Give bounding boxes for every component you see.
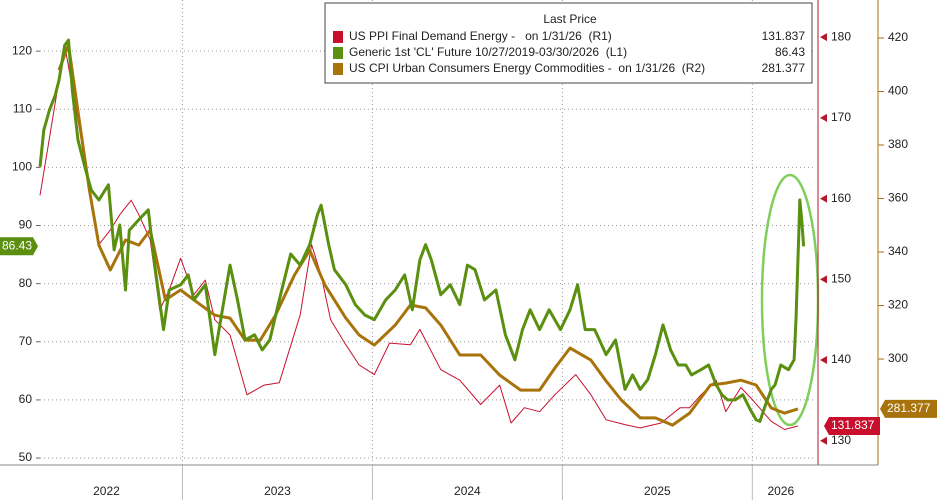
series-line xyxy=(57,43,799,427)
legend-title: Last Price xyxy=(543,12,597,26)
y3-tick-label: 300 xyxy=(888,351,908,365)
last-value-label: 86.43 xyxy=(2,238,32,252)
y2-tick-label: 160 xyxy=(831,191,851,205)
legend-value: 281.377 xyxy=(762,61,806,75)
y-tick-label: 110 xyxy=(13,101,32,115)
y-tick-label: 90 xyxy=(19,218,33,232)
y2-tick-label: 170 xyxy=(831,110,851,124)
y2-tick-label: 130 xyxy=(831,433,851,447)
y-tick-label: 80 xyxy=(19,276,33,290)
y2-tick xyxy=(820,113,827,122)
y2-tick-label: 180 xyxy=(831,29,851,43)
x-tick-label: 2024 xyxy=(454,484,481,498)
series-line xyxy=(38,38,806,423)
y2-tick xyxy=(820,194,827,203)
y3-tick-label: 380 xyxy=(888,137,908,151)
y2-tick xyxy=(820,33,827,42)
y2-tick xyxy=(820,356,827,365)
last-value-label: 281.377 xyxy=(887,401,931,415)
legend-swatch xyxy=(333,31,343,43)
y-tick-label: 60 xyxy=(19,392,33,406)
y-tick-label: 50 xyxy=(19,450,33,464)
last-value-tag xyxy=(880,399,937,418)
y2-tick-label: 150 xyxy=(831,271,851,285)
x-tick-label: 2025 xyxy=(644,484,671,498)
y3-tick-label: 400 xyxy=(888,84,908,98)
legend-swatch xyxy=(333,63,343,75)
y2-tick xyxy=(820,436,827,445)
y3-tick-label: 320 xyxy=(888,298,908,312)
legend-box xyxy=(324,2,813,84)
legend-swatch xyxy=(333,47,343,59)
y3-tick-label: 340 xyxy=(888,244,908,258)
last-value-tag xyxy=(824,416,880,435)
x-tick-label: 2026 xyxy=(767,484,794,498)
series-line xyxy=(39,44,799,430)
x-tick-label: 2022 xyxy=(93,484,120,498)
legend-label: Generic 1st 'CL' Future 10/27/2019-03/30… xyxy=(349,45,627,59)
legend-label: US CPI Urban Consumers Energy Commoditie… xyxy=(349,61,705,75)
y-tick-label: 120 xyxy=(12,43,32,57)
legend-value: 131.837 xyxy=(762,29,806,43)
y-tick-label: 70 xyxy=(19,334,33,348)
legend-label: US PPI Final Demand Energy - on 1/31/26 … xyxy=(349,29,612,43)
y-tick-label: 100 xyxy=(12,160,32,174)
legend-value: 86.43 xyxy=(775,45,805,59)
y3-tick-label: 360 xyxy=(888,191,908,205)
y2-tick-label: 140 xyxy=(831,352,851,366)
y2-tick xyxy=(820,275,827,284)
last-value-tag xyxy=(0,237,38,256)
x-tick-label: 2023 xyxy=(264,484,291,498)
last-value-label: 131.837 xyxy=(831,418,875,432)
y3-tick-label: 420 xyxy=(888,30,908,44)
